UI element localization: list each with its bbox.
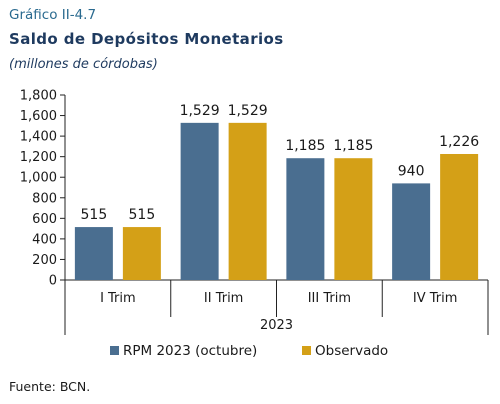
- bar: [122, 227, 161, 280]
- bar: [180, 122, 219, 280]
- y-tick-label: 1,800: [20, 89, 57, 104]
- source-note: Fuente: BCN.: [9, 379, 91, 394]
- chart-subtitle: (millones de córdobas): [9, 57, 158, 72]
- x-group-label: 2023: [260, 318, 293, 333]
- bar: [74, 227, 113, 280]
- legend-swatch: [302, 346, 311, 355]
- data-label: 515: [129, 207, 156, 223]
- y-tick-label: 1,200: [20, 150, 57, 165]
- chart-title: Saldo de Depósitos Monetarios: [9, 30, 284, 48]
- y-tick-label: 400: [32, 232, 57, 247]
- y-tick-label: 200: [32, 253, 57, 268]
- data-label: 1,529: [228, 103, 268, 119]
- y-tick-label: 600: [32, 212, 57, 227]
- data-label: 1,185: [333, 138, 373, 154]
- x-tick-label: I Trim: [100, 291, 136, 306]
- bar: [228, 122, 267, 280]
- x-tick-label: II Trim: [204, 291, 243, 306]
- bar: [440, 153, 479, 280]
- data-label: 1,226: [439, 134, 479, 150]
- data-label: 515: [81, 207, 108, 223]
- x-tick-label: III Trim: [308, 291, 351, 306]
- legend-label: RPM 2023 (octubre): [123, 343, 257, 359]
- y-tick-label: 1,000: [20, 171, 57, 186]
- bar: [392, 183, 431, 280]
- x-tick-label: IV Trim: [413, 291, 458, 306]
- y-tick-label: 1,400: [20, 130, 57, 145]
- y-tick-label: 800: [32, 191, 57, 206]
- legend-swatch: [110, 346, 119, 355]
- data-label: 1,185: [285, 138, 325, 154]
- bar: [334, 158, 373, 280]
- figure-number: Gráfico II-4.7: [9, 7, 97, 23]
- y-tick-label: 1,600: [20, 109, 57, 124]
- legend-label: Observado: [315, 343, 388, 359]
- y-tick-label: 0: [49, 274, 57, 289]
- bar: [286, 158, 325, 280]
- data-label: 1,529: [180, 103, 220, 119]
- data-label: 940: [398, 163, 425, 179]
